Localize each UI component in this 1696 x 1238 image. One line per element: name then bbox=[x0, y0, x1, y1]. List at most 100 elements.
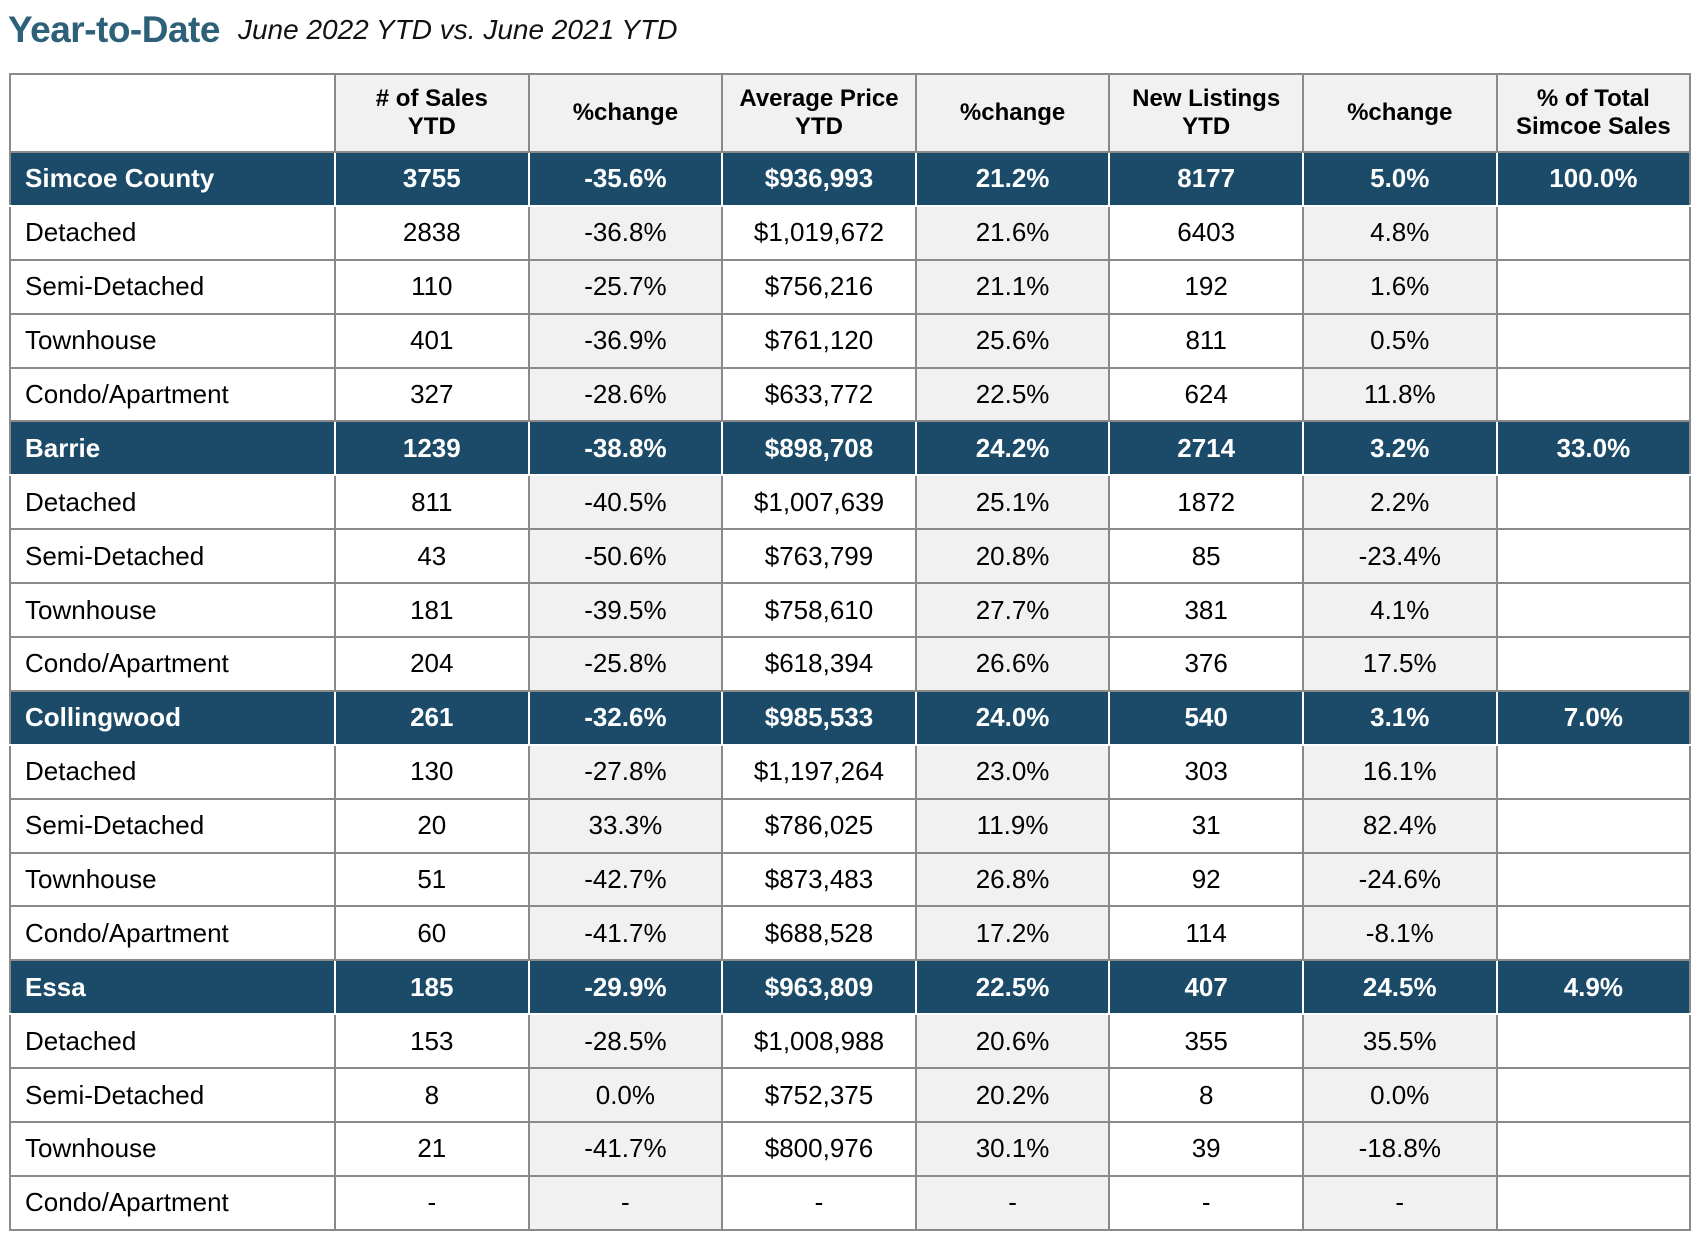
new-listings-cell: 376 bbox=[1108, 636, 1304, 692]
table-header-row: # of Sales YTD %change Average Price YTD %cha… bbox=[9, 73, 1692, 153]
price-change-cell: 25.6% bbox=[914, 312, 1111, 369]
property-type-row: Semi-Detached 43 -50.6% $763,799 20.8% 85 -23.… bbox=[9, 528, 1692, 585]
price-change-cell: 21.2% bbox=[914, 151, 1111, 207]
new-listings-cell: 407 bbox=[1108, 959, 1304, 1016]
property-type-row: Townhouse 181 -39.5% $758,610 27.7% 381 4.1% bbox=[9, 582, 1692, 639]
percent-of-total-cell bbox=[1495, 258, 1692, 315]
property-type-row: Condo/Apartment 60 -41.7% $688,528 17.2% 114-… bbox=[9, 905, 1692, 962]
sales-change-cell: -32.6% bbox=[527, 689, 724, 746]
listings-change-cell: 4.1% bbox=[1301, 582, 1498, 639]
listings-change-cell: 0.0% bbox=[1301, 1067, 1498, 1124]
average-price-cell: $758,610 bbox=[721, 582, 917, 639]
region-summary-row: Simcoe County 3755 -35.6% $936,993 21.2% 8177… bbox=[9, 151, 1692, 207]
price-change-cell: 22.5% bbox=[914, 366, 1111, 423]
average-price-cell: $761,120 bbox=[721, 312, 917, 369]
region-label: Collingwood bbox=[9, 689, 336, 746]
sales-change-cell: -50.6% bbox=[527, 528, 724, 585]
listings-change-cell: 0.5% bbox=[1301, 312, 1498, 369]
sales-ytd-cell: 401 bbox=[334, 312, 530, 369]
property-type-row: Detached 153 -28.5% $1,008,988 20.6% 355 35.5% bbox=[9, 1013, 1692, 1070]
price-change-cell: 23.0% bbox=[914, 743, 1111, 800]
sales-change-cell: 33.3% bbox=[527, 797, 724, 854]
page-title: Year-to-Date bbox=[8, 9, 220, 50]
property-type-row: Semi-Detached 110 -25.7% $756,216 21.1% 192 1.… bbox=[9, 258, 1692, 315]
sales-change-cell: -42.7% bbox=[527, 851, 724, 908]
property-type-row: Semi-Detached 20 33.3% $786,025 11.9% 31 82.4% bbox=[9, 797, 1692, 854]
new-listings-cell: 39 bbox=[1108, 1121, 1304, 1177]
percent-of-total-cell bbox=[1495, 204, 1692, 261]
listings-change-cell: -24.6% bbox=[1301, 851, 1498, 908]
region-label: Townhouse bbox=[9, 582, 336, 639]
price-change-cell: 24.2% bbox=[914, 420, 1111, 477]
region-summary-row: Collingwood 261 -32.6% $985,533 24.0% 540 3.1%… bbox=[9, 689, 1692, 746]
sales-ytd-cell: 204 bbox=[334, 636, 530, 692]
percent-of-total-cell bbox=[1495, 743, 1692, 800]
percent-of-total-cell: 7.0% bbox=[1495, 689, 1692, 746]
listings-change-cell: 4.8% bbox=[1301, 204, 1498, 261]
region-label: Condo/Apartment bbox=[9, 366, 336, 423]
listings-change-cell: 17.5% bbox=[1301, 636, 1498, 692]
price-change-cell: 20.8% bbox=[914, 528, 1111, 585]
average-price-cell: - bbox=[721, 1174, 917, 1231]
property-type-row: Condo/Apartment - - - - - - bbox=[9, 1174, 1692, 1231]
new-listings-cell: 303 bbox=[1108, 743, 1304, 800]
price-change-cell: 11.9% bbox=[914, 797, 1111, 854]
sales-ytd-cell: 1239 bbox=[334, 420, 530, 477]
listings-change-cell: -8.1% bbox=[1301, 905, 1498, 962]
header-sales-change: %change bbox=[527, 73, 724, 153]
header-percent-of-total: % of Total Simcoe Sales bbox=[1495, 73, 1692, 153]
sales-change-cell: -36.8% bbox=[527, 204, 724, 261]
listings-change-cell: 1.6% bbox=[1301, 258, 1498, 315]
new-listings-cell: 8177 bbox=[1108, 151, 1304, 207]
sales-change-cell: -28.5% bbox=[527, 1013, 724, 1070]
percent-of-total-cell bbox=[1495, 312, 1692, 369]
page-subtitle: June 2022 YTD vs. June 2021 YTD bbox=[237, 14, 678, 45]
listings-change-cell: -23.4% bbox=[1301, 528, 1498, 585]
header-price-change: %change bbox=[914, 73, 1111, 153]
price-change-cell: 21.1% bbox=[914, 258, 1111, 315]
sales-ytd-cell: 185 bbox=[334, 959, 530, 1016]
price-change-cell: 17.2% bbox=[914, 905, 1111, 962]
sales-change-cell: -25.8% bbox=[527, 636, 724, 692]
sales-ytd-cell: 51 bbox=[334, 851, 530, 908]
price-change-cell: 24.0% bbox=[914, 689, 1111, 746]
region-label: Essa bbox=[9, 959, 336, 1016]
new-listings-cell: 8 bbox=[1108, 1067, 1304, 1124]
listings-change-cell: 35.5% bbox=[1301, 1013, 1498, 1070]
property-type-row: Semi-Detached 8 0.0% $752,375 20.2% 8 0.0% bbox=[9, 1067, 1692, 1124]
property-type-row: Condo/Apartment 204 -25.8% $618,394 26.6% 376… bbox=[9, 636, 1692, 692]
new-listings-cell: 1872 bbox=[1108, 474, 1304, 531]
table-body: Simcoe County 3755 -35.6% $936,993 21.2% 8177… bbox=[9, 151, 1692, 1231]
sales-change-cell: 0.0% bbox=[527, 1067, 724, 1124]
percent-of-total-cell bbox=[1495, 1174, 1692, 1231]
average-price-cell: $898,708 bbox=[721, 420, 917, 477]
region-label: Semi-Detached bbox=[9, 1067, 336, 1124]
sales-ytd-cell: 811 bbox=[334, 474, 530, 531]
average-price-cell: $756,216 bbox=[721, 258, 917, 315]
sales-change-cell: -35.6% bbox=[527, 151, 724, 207]
price-change-cell: - bbox=[914, 1174, 1111, 1231]
average-price-cell: $963,809 bbox=[721, 959, 917, 1016]
new-listings-cell: 355 bbox=[1108, 1013, 1304, 1070]
report-title-bar: Year-to-Date June 2022 YTD vs. June 2021… bbox=[8, 4, 677, 56]
sales-change-cell: -25.7% bbox=[527, 258, 724, 315]
new-listings-cell: 114 bbox=[1108, 905, 1304, 962]
average-price-cell: $752,375 bbox=[721, 1067, 917, 1124]
percent-of-total-cell bbox=[1495, 797, 1692, 854]
listings-change-cell: 82.4% bbox=[1301, 797, 1498, 854]
listings-change-cell: -18.8% bbox=[1301, 1121, 1498, 1177]
average-price-cell: $763,799 bbox=[721, 528, 917, 585]
sales-ytd-cell: 21 bbox=[334, 1121, 530, 1177]
new-listings-cell: - bbox=[1108, 1174, 1304, 1231]
sales-change-cell: -28.6% bbox=[527, 366, 724, 423]
region-summary-row: Barrie 1239 -38.8% $898,708 24.2% 2714 3.2% 33.… bbox=[9, 420, 1692, 477]
property-type-row: Detached 811 -40.5% $1,007,639 25.1% 1872 2.2% bbox=[9, 474, 1692, 531]
percent-of-total-cell bbox=[1495, 366, 1692, 423]
property-type-row: Condo/Apartment 327 -28.6% $633,772 22.5% 624… bbox=[9, 366, 1692, 423]
price-change-cell: 25.1% bbox=[914, 474, 1111, 531]
new-listings-cell: 2714 bbox=[1108, 420, 1304, 477]
average-price-cell: $786,025 bbox=[721, 797, 917, 854]
sales-ytd-cell: 110 bbox=[334, 258, 530, 315]
percent-of-total-cell bbox=[1495, 474, 1692, 531]
sales-change-cell: -41.7% bbox=[527, 1121, 724, 1177]
